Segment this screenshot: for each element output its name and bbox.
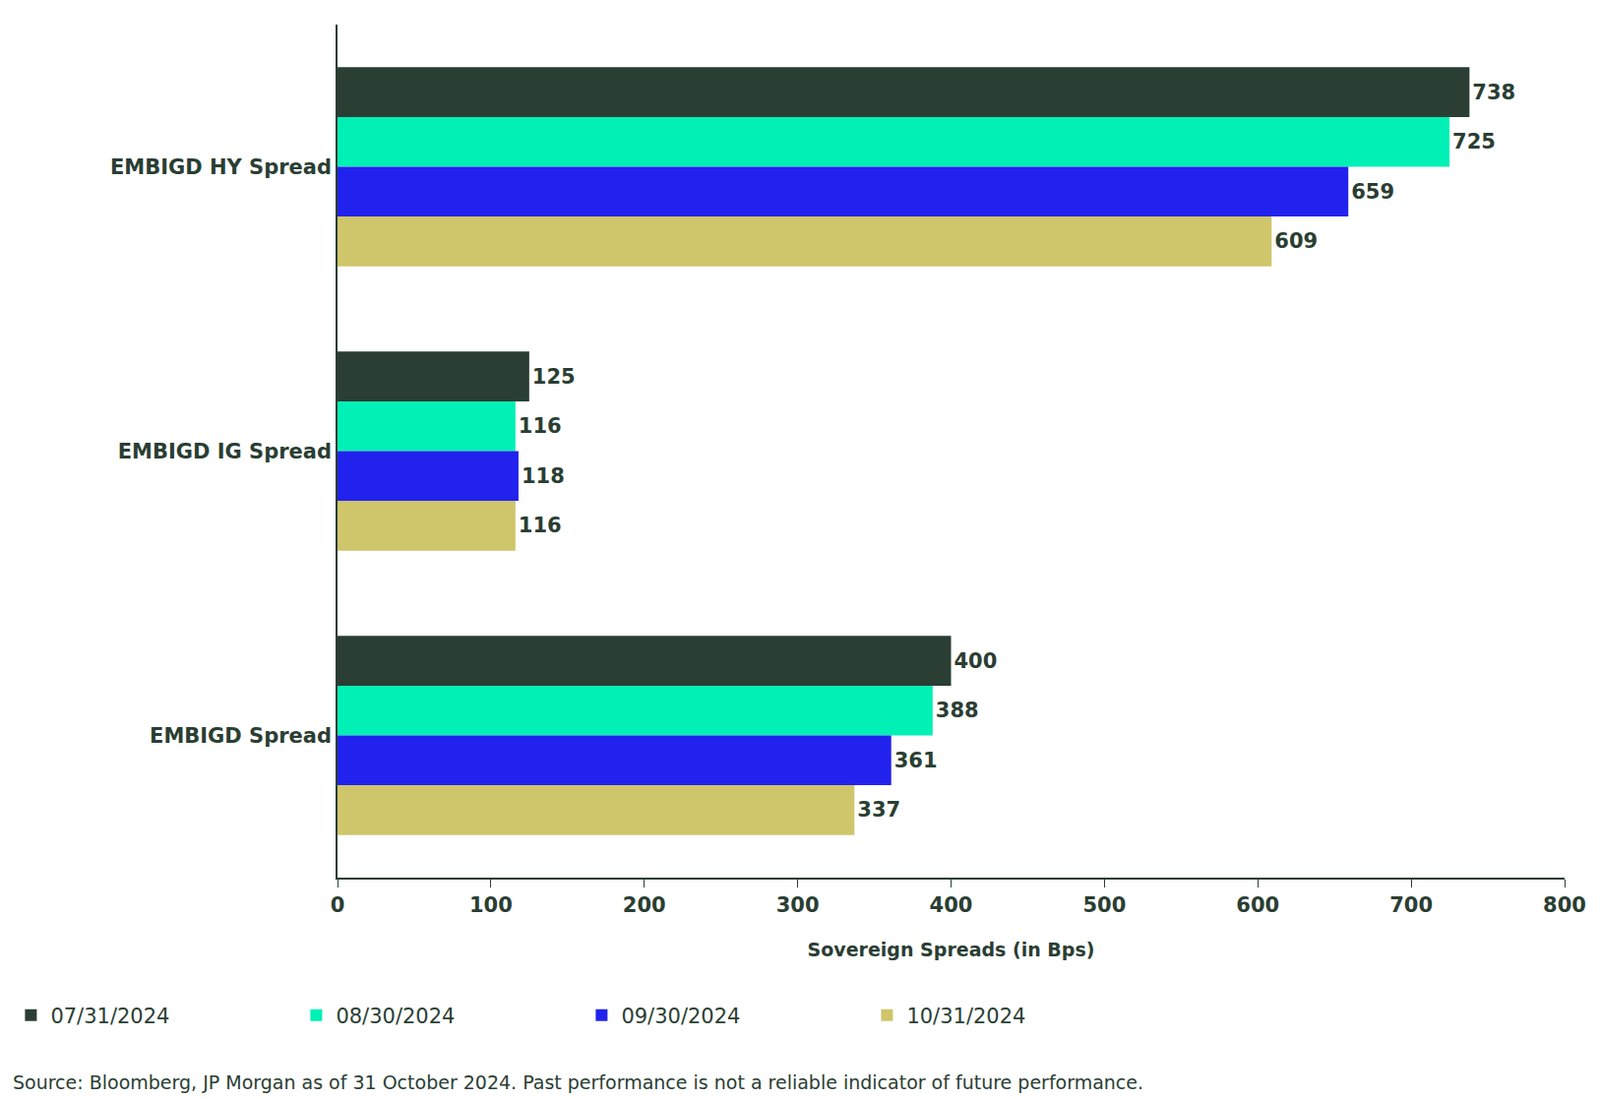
svg-text:116: 116 [518,513,562,538]
svg-text:361: 361 [894,748,938,773]
svg-text:200: 200 [622,893,667,918]
svg-text:EMBIGD Spread: EMBIGD Spread [149,724,332,748]
svg-text:337: 337 [857,798,901,822]
svg-text:100: 100 [469,893,513,918]
svg-text:500: 500 [1082,893,1126,918]
svg-text:659: 659 [1351,180,1395,204]
svg-text:400: 400 [954,649,998,674]
svg-text:EMBIGD IG Spread: EMBIGD IG Spread [118,439,332,464]
svg-text:738: 738 [1472,80,1516,105]
svg-text:600: 600 [1235,893,1280,918]
svg-text:118: 118 [521,464,565,489]
svg-text:609: 609 [1274,229,1318,253]
svg-text:10/31/2024: 10/31/2024 [906,1004,1026,1029]
svg-text:400: 400 [929,893,974,918]
svg-text:EMBIGD HY Spread: EMBIGD HY Spread [110,155,332,180]
svg-text:08/30/2024: 08/30/2024 [335,1004,455,1029]
svg-text:09/30/2024: 09/30/2024 [620,1004,740,1029]
svg-text:Sovereign Spreads (in Bps): Sovereign Spreads (in Bps) [807,938,1096,961]
svg-text:0: 0 [330,893,346,918]
svg-text:300: 300 [776,893,820,918]
svg-text:800: 800 [1542,893,1587,918]
svg-text:Source: Bloomberg, JP Morgan a: Source: Bloomberg, JP Morgan as of 31 Oc… [12,1071,1144,1094]
svg-text:07/31/2024: 07/31/2024 [50,1004,170,1029]
svg-text:388: 388 [935,698,980,723]
svg-text:125: 125 [532,365,576,389]
svg-text:116: 116 [518,414,562,438]
svg-text:725: 725 [1452,129,1496,154]
svg-text:700: 700 [1389,893,1433,918]
